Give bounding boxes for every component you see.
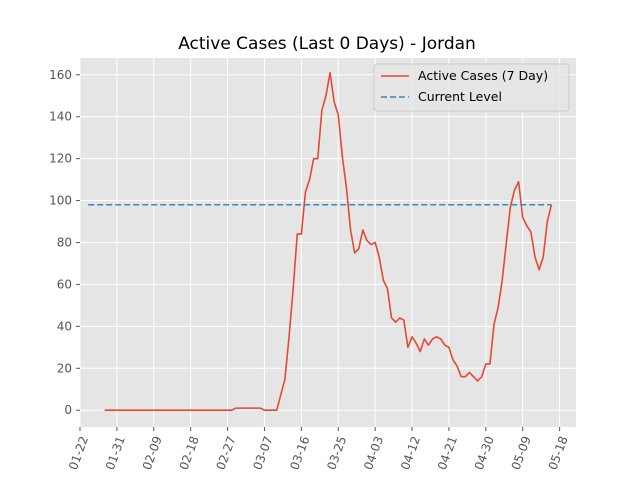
series-active-cases-line bbox=[104, 71, 553, 412]
y-tick-label: 40 bbox=[57, 319, 72, 333]
y-tick-label: 100 bbox=[49, 194, 72, 208]
y-tick-label: 60 bbox=[57, 277, 72, 291]
series-layer bbox=[88, 71, 553, 412]
legend-label-active-cases: Active Cases (7 Day) bbox=[418, 68, 548, 83]
grid bbox=[79, 58, 576, 427]
y-tick-label: 140 bbox=[49, 110, 72, 124]
legend-label-current-level: Current Level bbox=[418, 89, 502, 104]
legend-box bbox=[373, 63, 570, 112]
y-tick-label: 160 bbox=[49, 68, 72, 82]
y-tick-label: 0 bbox=[64, 403, 72, 417]
y-tick-label: 120 bbox=[49, 152, 72, 166]
y-tick-label: 80 bbox=[57, 236, 72, 250]
legend: Active Cases (7 Day) Current Level bbox=[373, 63, 570, 112]
y-tick-label: 20 bbox=[57, 361, 72, 375]
chart-title: Active Cases (Last 0 Days) - Jordan bbox=[178, 34, 476, 54]
